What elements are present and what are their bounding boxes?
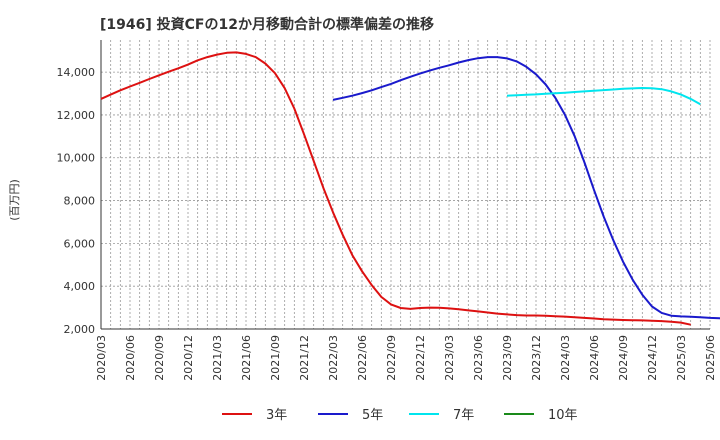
y-tick-label: 14,000 (57, 66, 96, 79)
y-tick-label: 12,000 (57, 109, 96, 122)
x-tick-label: 2024/12 (646, 335, 659, 381)
series-line-0 (100, 51, 691, 326)
x-tick-label: 2022/12 (414, 335, 427, 381)
axes (100, 40, 710, 330)
x-tick-label: 2024/09 (617, 335, 630, 381)
series-lines (100, 51, 720, 326)
x-tick-label: 2020/03 (95, 335, 108, 381)
y-axis-ticks: 2,000 4,000 6,000 8,000 10,000 12,000 14,000 (57, 66, 96, 336)
y-tick-label: 8,000 (64, 195, 96, 208)
x-tick-label: 2021/03 (211, 335, 224, 381)
x-tick-label: 2023/12 (530, 335, 543, 381)
x-tick-label: 2020/09 (153, 335, 166, 381)
legend: 3年 5年 7年 10年 (222, 408, 578, 423)
x-tick-label: 2020/12 (182, 335, 195, 381)
chart-title: [1946] 投資CFの12か月移動合計の標準偏差の推移 (100, 16, 434, 33)
x-tick-label: 2022/06 (356, 335, 369, 381)
x-tick-label: 2023/03 (443, 335, 456, 381)
x-tick-label: 2024/06 (588, 335, 601, 381)
legend-label: 10年 (548, 408, 578, 423)
x-tick-label: 2020/06 (124, 335, 137, 381)
x-tick-label: 2025/03 (675, 335, 688, 381)
x-tick-label: 2023/09 (501, 335, 514, 381)
y-tick-label: 10,000 (57, 152, 96, 165)
x-tick-label: 2021/12 (298, 335, 311, 381)
legend-label: 3年 (266, 408, 287, 423)
y-tick-label: 6,000 (64, 237, 96, 250)
x-tick-label: 2021/09 (269, 335, 282, 381)
x-tick-label: 2025/06 (704, 335, 717, 381)
legend-label: 5年 (362, 408, 383, 423)
y-tick-label: 4,000 (64, 280, 96, 293)
y-tick-label: 2,000 (64, 323, 96, 336)
series-line-2 (506, 87, 701, 106)
x-axis-ticks: 2020/03 2020/06 2020/09 2020/12 2021/03 2021/… (95, 335, 717, 381)
series-line-1 (332, 56, 720, 320)
x-tick-label: 2022/03 (327, 335, 340, 381)
legend-label: 7年 (453, 408, 474, 423)
x-tick-label: 2022/09 (385, 335, 398, 381)
x-tick-label: 2023/06 (472, 335, 485, 381)
x-tick-label: 2021/06 (240, 335, 253, 381)
x-tick-label: 2024/03 (559, 335, 572, 381)
y-axis-label: (百万円) (8, 179, 21, 221)
grid (100, 40, 711, 330)
